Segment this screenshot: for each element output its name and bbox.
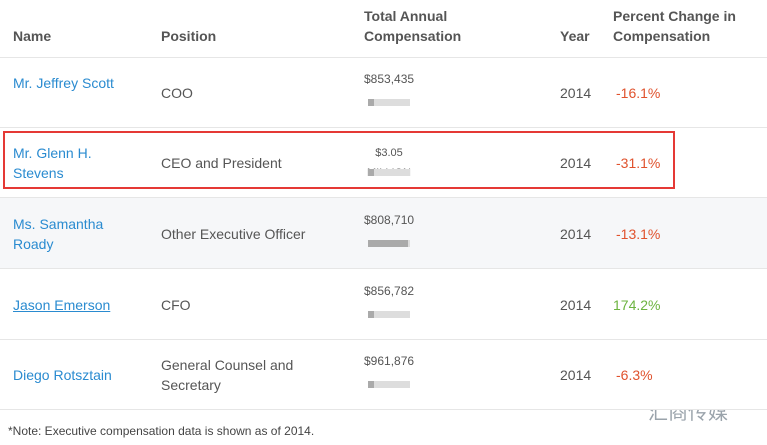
column-header: Total Annual Compensation	[364, 8, 462, 44]
column-header: Year	[560, 28, 590, 44]
position: General Counsel and Secretary	[161, 357, 294, 393]
percent-change: 174.2%	[613, 296, 661, 313]
compensation: $961,876	[364, 354, 415, 368]
compensation-bar-fill	[368, 381, 374, 388]
year: 2014	[560, 85, 592, 101]
compensation-bar	[368, 310, 410, 318]
highlight-box	[3, 131, 675, 189]
table-row: Mr. Glenn H. Stevens CEO and President $3.…	[0, 127, 767, 198]
compensation: $808,710	[364, 212, 415, 227]
compensation-bar-fill	[368, 239, 408, 247]
year: 2014	[560, 296, 592, 313]
compensation: $856,782	[364, 283, 415, 298]
executive-name[interactable]: Ms. Samantha Roady	[13, 215, 104, 252]
compensation-bar	[368, 169, 410, 176]
table-row: Jason Emerson CFO $856,782 2014 174.2%	[0, 268, 767, 340]
table-row: Ms. Samantha Roady Other Executive Office…	[0, 197, 767, 269]
column-header: Percent Change in Compensation	[613, 8, 736, 44]
percent-change: -31.1%	[616, 155, 661, 171]
position: CFO	[161, 296, 191, 313]
position: COO	[161, 85, 193, 101]
compensation-bar	[368, 381, 410, 388]
year: 2014	[560, 367, 592, 383]
percent-change: -16.1%	[616, 85, 661, 101]
executive-name[interactable]: Mr. Jeffrey Scott	[13, 75, 114, 91]
table-row: Diego Rotsztain General Counsel and Secre…	[0, 339, 767, 410]
compensation-bar-fill	[368, 99, 374, 106]
compensation: $853,435	[364, 72, 415, 86]
compensation-bar-fill	[368, 169, 374, 176]
position: Other Executive Officer	[161, 225, 306, 242]
table-bottom-border	[0, 409, 767, 410]
position: CEO and President	[161, 155, 282, 171]
compensation-bar-fill	[368, 310, 374, 318]
compensation-bar	[368, 239, 410, 247]
column-header: Position	[161, 28, 217, 44]
compensation-bar	[368, 99, 410, 106]
percent-change: -13.1%	[616, 225, 661, 242]
executive-name[interactable]: Mr. Glenn H. Stevens	[13, 145, 92, 181]
footnote: *Note: Executive compensation data is sh…	[8, 424, 315, 438]
executive-name[interactable]: Diego Rotsztain	[13, 367, 112, 383]
executive-name[interactable]: Jason Emerson	[13, 296, 111, 313]
percent-change: -6.3%	[616, 367, 653, 383]
year: 2014	[560, 155, 592, 171]
table-row: Mr. Jeffrey Scott COO $853,435 2014 -16.1%	[0, 57, 767, 128]
year: 2014	[560, 225, 592, 242]
column-header: Name	[13, 28, 52, 44]
